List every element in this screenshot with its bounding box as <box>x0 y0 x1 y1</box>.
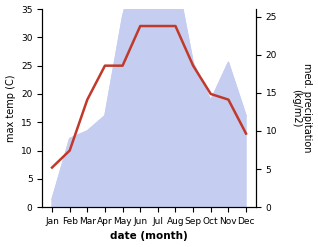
Y-axis label: med. precipitation
(kg/m2): med. precipitation (kg/m2) <box>291 63 313 153</box>
X-axis label: date (month): date (month) <box>110 231 188 242</box>
Y-axis label: max temp (C): max temp (C) <box>5 74 16 142</box>
